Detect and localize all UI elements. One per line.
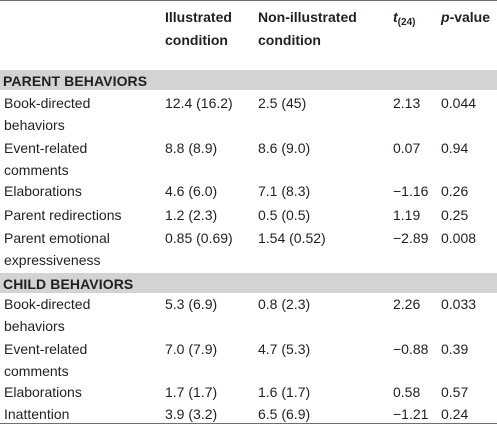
header-illustrated-line1: Illustrated xyxy=(165,9,232,25)
cell-non-illustrated: 7.1 (8.3) xyxy=(258,183,311,199)
header-non-illustrated: Non-illustrated condition xyxy=(258,6,357,52)
row-label-line2: comments xyxy=(4,162,69,178)
row-label: Book-directed behaviors xyxy=(4,92,90,136)
row-label: Elaborations xyxy=(4,183,82,199)
section-title-child: CHILD BEHAVIORS xyxy=(3,276,134,292)
cell-non-illustrated: 6.5 (6.9) xyxy=(258,406,311,422)
row-label: Event-related comments xyxy=(4,338,87,382)
cell-p: 0.39 xyxy=(441,341,469,357)
header-non-illustrated-line2: condition xyxy=(258,32,321,48)
cell-p: 0.57 xyxy=(441,384,469,400)
row-label: Inattention xyxy=(4,406,70,422)
cell-non-illustrated: 2.5 (45) xyxy=(258,95,307,111)
section-band-child: CHILD BEHAVIORS xyxy=(0,273,497,293)
header-p-main: p xyxy=(441,9,450,25)
cell-t: −1.21 xyxy=(393,406,429,422)
cell-non-illustrated: 0.5 (0.5) xyxy=(258,207,311,223)
cell-non-illustrated: 1.54 (0.52) xyxy=(258,230,326,246)
row-label-line1: Book-directed xyxy=(4,296,91,312)
row-label-line2: comments xyxy=(4,363,69,379)
header-p-rest: -value xyxy=(449,9,491,25)
header-illustrated-line2: condition xyxy=(165,32,228,48)
row-label-line1: Parent emotional xyxy=(4,230,110,246)
cell-t: 0.58 xyxy=(393,384,421,400)
row-label: Parent redirections xyxy=(4,207,122,223)
row-label-line2: behaviors xyxy=(4,318,65,334)
cell-illustrated: 7.0 (7.9) xyxy=(165,341,218,357)
top-rule xyxy=(0,0,497,1)
row-label-line2: behaviors xyxy=(4,117,65,133)
row-label-line1: Book-directed xyxy=(4,95,91,111)
cell-p: 0.008 xyxy=(441,230,477,246)
cell-non-illustrated: 1.6 (1.7) xyxy=(258,384,311,400)
cell-illustrated: 0.85 (0.69) xyxy=(165,230,233,246)
header-t-main: t xyxy=(393,9,398,25)
cell-illustrated: 1.2 (2.3) xyxy=(165,207,218,223)
cell-non-illustrated: 8.6 (9.0) xyxy=(258,140,311,156)
cell-illustrated: 8.8 (8.9) xyxy=(165,140,218,156)
cell-non-illustrated: 0.8 (2.3) xyxy=(258,296,311,312)
cell-t: 1.19 xyxy=(393,207,421,223)
cell-illustrated: 5.3 (6.9) xyxy=(165,296,218,312)
row-label: Event-related comments xyxy=(4,137,87,181)
section-band-parent: PARENT BEHAVIORS xyxy=(0,70,497,90)
row-label-line2: expressiveness xyxy=(4,252,101,268)
cell-illustrated: 3.9 (3.2) xyxy=(165,406,218,422)
cell-non-illustrated: 4.7 (5.3) xyxy=(258,341,311,357)
header-t-sub: (24) xyxy=(397,17,416,28)
cell-t: −2.89 xyxy=(393,230,429,246)
header-illustrated: Illustrated condition xyxy=(165,6,232,52)
row-label-line1: Event-related xyxy=(4,140,88,156)
header-non-illustrated-line1: Non-illustrated xyxy=(258,9,357,25)
header-p-value: p-value xyxy=(441,6,490,29)
cell-illustrated: 1.7 (1.7) xyxy=(165,384,218,400)
cell-t: −1.16 xyxy=(393,183,429,199)
row-label: Book-directed behaviors xyxy=(4,293,90,337)
section-title-parent: PARENT BEHAVIORS xyxy=(3,73,148,89)
cell-t: −0.88 xyxy=(393,341,429,357)
header-t-statistic: t(24) xyxy=(393,6,415,31)
cell-p: 0.044 xyxy=(441,95,477,111)
cell-t: 2.26 xyxy=(393,296,421,312)
row-label: Elaborations xyxy=(4,384,82,400)
cell-t: 0.07 xyxy=(393,140,421,156)
cell-p: 0.26 xyxy=(441,183,469,199)
cell-t: 2.13 xyxy=(393,95,421,111)
cell-p: 0.94 xyxy=(441,140,469,156)
row-label-line1: Event-related xyxy=(4,341,88,357)
cell-p: 0.24 xyxy=(441,406,469,422)
cell-illustrated: 12.4 (16.2) xyxy=(165,95,233,111)
cell-illustrated: 4.6 (6.0) xyxy=(165,183,218,199)
cell-p: 0.25 xyxy=(441,207,469,223)
row-label: Parent emotional expressiveness xyxy=(4,227,110,271)
cell-p: 0.033 xyxy=(441,296,477,312)
